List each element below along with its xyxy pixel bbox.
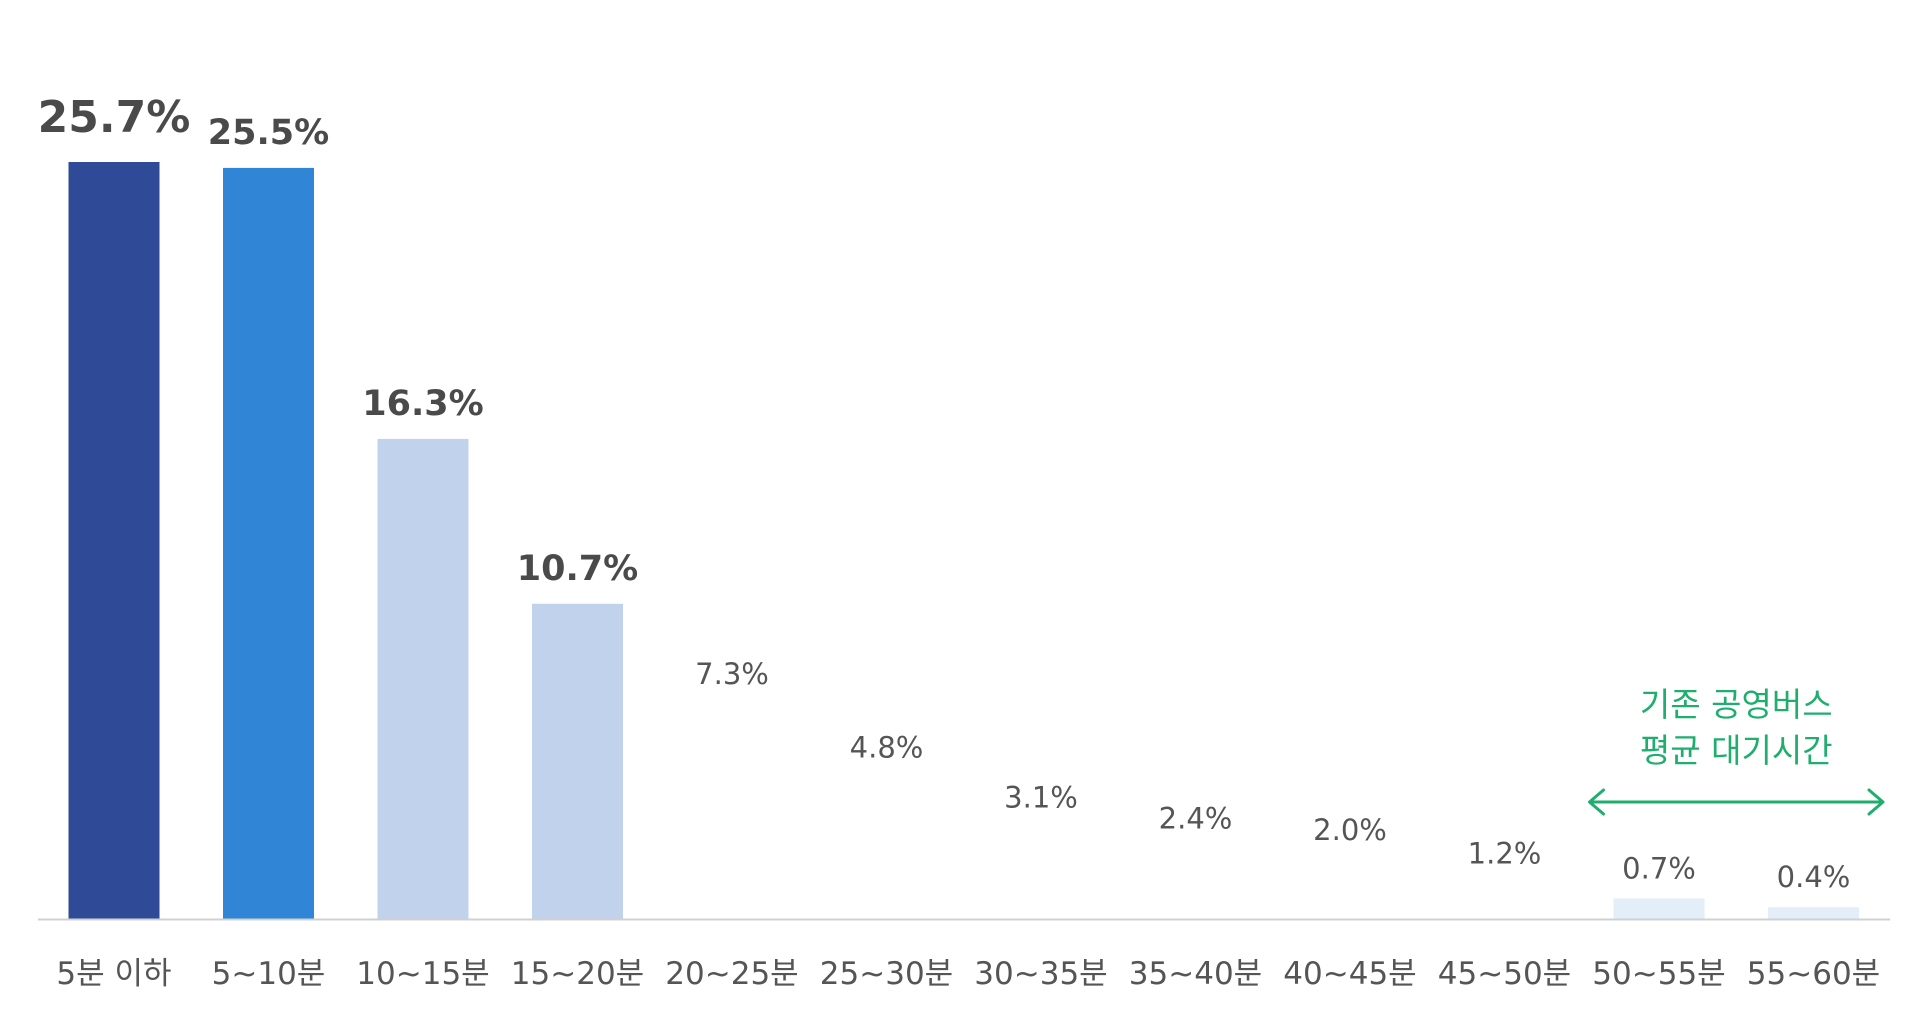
bar-12	[1768, 907, 1859, 919]
value-label-3: 16.3%	[362, 384, 483, 424]
bar-4	[532, 603, 623, 919]
value-label-2: 25.5%	[208, 113, 329, 153]
value-label-9: 2.0%	[1313, 813, 1387, 847]
value-label-10: 1.2%	[1468, 837, 1542, 871]
value-label-11: 0.7%	[1622, 851, 1696, 885]
bar-9	[1304, 860, 1396, 919]
value-label-8: 2.4%	[1159, 801, 1233, 835]
annotation-arrow-right-head	[1867, 788, 1885, 816]
value-label-12: 0.4%	[1777, 860, 1851, 894]
annotation-line-1: 기존 공영버스	[1640, 685, 1833, 724]
x-tick-label-7: 30~35분	[974, 956, 1107, 992]
value-label-7: 3.1%	[1004, 781, 1078, 815]
bar-3	[377, 438, 469, 919]
bar-2	[223, 167, 314, 919]
bar-1	[68, 162, 160, 919]
value-label-1: 25.7%	[38, 92, 191, 143]
annotation-group: 기존 공영버스 평균 대기시간	[1588, 685, 1885, 816]
x-tick-label-6: 25~30분	[820, 956, 953, 992]
x-tick-label-11: 50~55분	[1592, 956, 1725, 992]
x-tick-label-5: 20~25분	[665, 956, 798, 992]
bar-7	[995, 827, 1087, 919]
x-tick-label-12: 55~60분	[1747, 956, 1880, 992]
value-labels-group: 25.7% 25.5% 16.3% 10.7% 7.3% 4.8% 3.1% 2.4% 2.0%…	[38, 92, 1851, 894]
annotation-line-2: 평균 대기시간	[1640, 731, 1833, 770]
x-tick-label-9: 40~45분	[1283, 956, 1416, 992]
bar-8	[1150, 848, 1241, 919]
bar-10	[1459, 883, 1550, 919]
x-tick-label-10: 45~50분	[1438, 956, 1571, 992]
annotation-arrow-left-head	[1588, 788, 1605, 816]
value-label-6: 4.8%	[850, 731, 924, 765]
x-tick-label-8: 35~40분	[1129, 956, 1262, 992]
bars-group	[68, 162, 1859, 919]
bar-11	[1613, 898, 1705, 919]
x-tick-label-2: 5~10분	[212, 956, 326, 992]
value-label-4: 10.7%	[517, 549, 638, 589]
x-tick-label-3: 10~15분	[356, 956, 489, 992]
bar-5	[686, 704, 778, 919]
x-tick-label-4: 15~20분	[511, 956, 644, 992]
bar-6	[841, 777, 932, 919]
x-tick-label-1: 5분 이하	[56, 956, 171, 992]
x-tick-labels-group: 5분 이하 5~10분 10~15분 15~20분 20~25분 25~30분 30~35분…	[56, 956, 1880, 992]
value-label-5: 7.3%	[695, 657, 769, 691]
